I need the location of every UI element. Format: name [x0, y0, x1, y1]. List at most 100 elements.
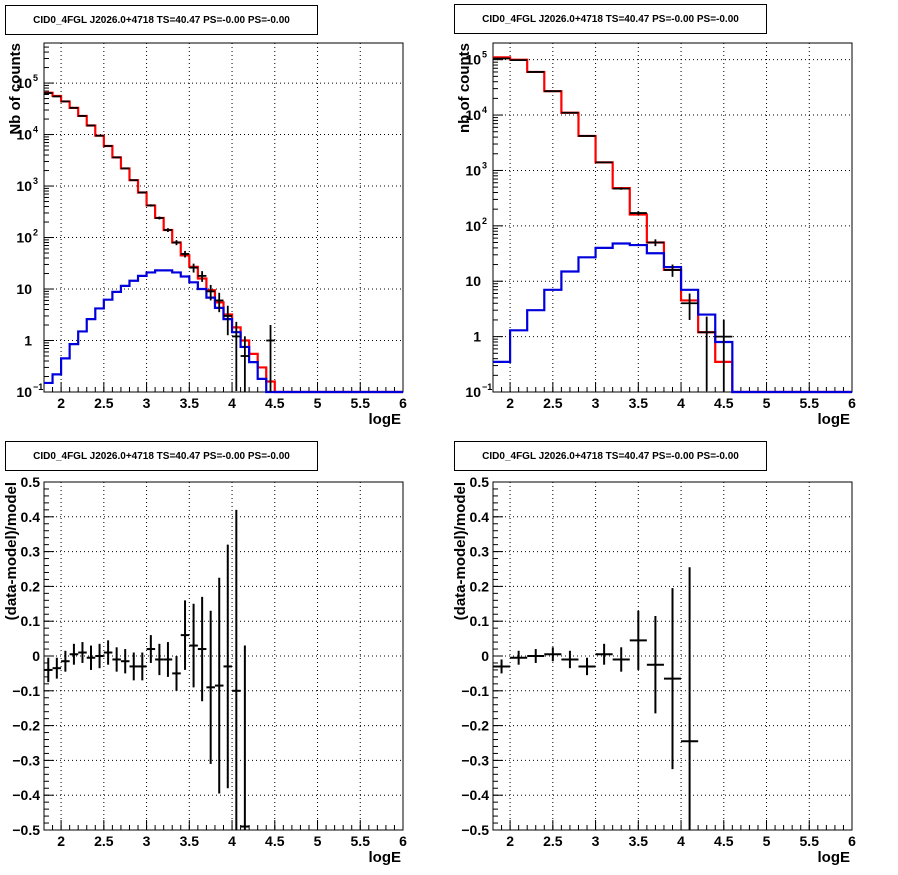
- x-tick-label: 5.5: [351, 395, 371, 411]
- y-tick-exponent: 3: [33, 176, 38, 186]
- y-axis-label: (data-model)/model: [3, 482, 20, 620]
- x-tick-label: 4.5: [714, 395, 734, 411]
- x-tick-label: 3: [592, 395, 600, 411]
- y-tick-label: −0.4: [12, 787, 40, 803]
- x-tick-label: 5: [314, 395, 322, 411]
- y-tick-label: −0.1: [12, 683, 40, 699]
- x-tick-label: 5: [763, 395, 771, 411]
- y-tick-label: −0.1: [461, 683, 489, 699]
- y-tick-label: −0.3: [461, 752, 489, 768]
- y-tick-exponent: 2: [33, 228, 38, 238]
- y-tick-label: −0.2: [12, 718, 40, 734]
- x-tick-label: 2: [506, 395, 514, 411]
- x-tick-label: 4: [677, 395, 685, 411]
- x-tick-label: 6: [848, 833, 856, 849]
- y-tick-label: −0.2: [461, 718, 489, 734]
- y-tick-label: 10: [465, 162, 481, 178]
- chart-title: CID0_4FGL J2026.0+4718 TS=40.47 PS=-0.00…: [5, 5, 318, 35]
- histogram-model-total: [44, 91, 403, 394]
- y-tick-label: −0.5: [461, 822, 489, 838]
- x-tick-label: 3: [143, 833, 151, 849]
- y-tick-label: 1: [473, 329, 481, 345]
- y-tick-exponent: 5: [482, 50, 487, 60]
- y-tick-label: 0.5: [470, 474, 490, 490]
- y-axis-label: Nb of counts: [7, 43, 24, 135]
- y-tick-exponent: 5: [33, 73, 38, 83]
- y-tick-label: 10: [465, 107, 481, 123]
- y-tick-label: 0.5: [21, 474, 41, 490]
- x-tick-label: 5.5: [800, 833, 820, 849]
- x-axis-label: logE: [818, 411, 851, 428]
- y-tick-label: 0.4: [21, 509, 41, 525]
- x-tick-label: 2: [57, 833, 65, 849]
- x-tick-label: 3.5: [629, 833, 649, 849]
- x-tick-label: 2.5: [94, 833, 114, 849]
- x-tick-label: 3: [592, 833, 600, 849]
- y-tick-label: 10: [16, 384, 32, 400]
- y-tick-label: 10: [16, 75, 32, 91]
- chart-panel-bottom-right: CID0_4FGL J2026.0+4718 TS=40.47 PS=-0.00…: [449, 437, 898, 875]
- x-axis-label: logE: [818, 849, 851, 866]
- x-tick-label: 4.5: [265, 395, 285, 411]
- x-tick-label: 4: [228, 833, 236, 849]
- y-tick-label: 0.1: [470, 613, 490, 629]
- y-tick-label: 10: [465, 52, 481, 68]
- y-tick-label: 10: [16, 127, 32, 143]
- x-tick-label: 5: [314, 833, 322, 849]
- plot-frame: [43, 42, 404, 393]
- y-tick-label: 10: [16, 281, 32, 297]
- y-tick-label: 0.2: [470, 578, 490, 594]
- x-tick-label: 5.5: [351, 833, 371, 849]
- x-tick-label: 2: [506, 833, 514, 849]
- y-tick-label: 10: [465, 218, 481, 234]
- y-tick-label: −0.3: [12, 752, 40, 768]
- x-tick-label: 3.5: [629, 395, 649, 411]
- y-tick-exponent: −1: [33, 382, 43, 392]
- y-tick-label: 0.1: [21, 613, 41, 629]
- x-tick-label: 5.5: [800, 395, 820, 411]
- chart-title: CID0_4FGL J2026.0+4718 TS=40.47 PS=-0.00…: [454, 441, 767, 471]
- y-axis-label: nb of counts: [456, 43, 473, 133]
- chart-panel-top-left: CID0_4FGL J2026.0+4718 TS=40.47 PS=-0.00…: [0, 0, 449, 437]
- x-tick-label: 6: [399, 395, 407, 411]
- x-tick-label: 5: [763, 833, 771, 849]
- x-tick-label: 3: [143, 395, 151, 411]
- y-tick-label: 0.3: [21, 544, 41, 560]
- y-tick-exponent: 2: [482, 216, 487, 226]
- x-tick-label: 6: [848, 395, 856, 411]
- y-tick-label: 10: [465, 273, 481, 289]
- y-tick-label: 1: [24, 333, 32, 349]
- y-tick-label: −0.5: [12, 822, 40, 838]
- x-tick-label: 2.5: [543, 833, 563, 849]
- chart-panel-top-right: CID0_4FGL J2026.0+4718 TS=40.47 PS=-0.00…: [449, 0, 898, 437]
- y-tick-label: 0: [32, 648, 40, 664]
- y-tick-label: 0.2: [21, 578, 41, 594]
- plot-frame: [492, 42, 853, 393]
- y-tick-exponent: 4: [482, 105, 487, 115]
- x-axis-label: logE: [369, 849, 402, 866]
- x-tick-label: 3.5: [180, 395, 200, 411]
- y-tick-exponent: −1: [482, 382, 492, 392]
- y-tick-label: 10: [16, 230, 32, 246]
- chart-title: CID0_4FGL J2026.0+4718 TS=40.47 PS=-0.00…: [5, 441, 318, 471]
- x-tick-label: 4: [677, 833, 685, 849]
- histogram-model-source: [493, 242, 852, 394]
- y-tick-exponent: 4: [33, 125, 38, 135]
- x-tick-label: 4.5: [265, 833, 285, 849]
- histogram-model-total: [493, 56, 852, 394]
- chart-title: CID0_4FGL J2026.0+4718 TS=40.47 PS=-0.00…: [454, 4, 767, 34]
- chart-panel-bottom-left: CID0_4FGL J2026.0+4718 TS=40.47 PS=-0.00…: [0, 437, 449, 875]
- x-tick-label: 3.5: [180, 833, 200, 849]
- y-tick-label: 0: [481, 648, 489, 664]
- y-tick-label: 10: [465, 384, 481, 400]
- y-tick-exponent: 3: [482, 160, 487, 170]
- histogram-model-source: [44, 269, 403, 394]
- x-axis-label: logE: [369, 411, 402, 428]
- y-axis-label: (data-model)/model: [452, 482, 469, 620]
- x-tick-label: 4: [228, 395, 236, 411]
- y-tick-label: 10: [16, 178, 32, 194]
- y-tick-label: −0.4: [461, 787, 489, 803]
